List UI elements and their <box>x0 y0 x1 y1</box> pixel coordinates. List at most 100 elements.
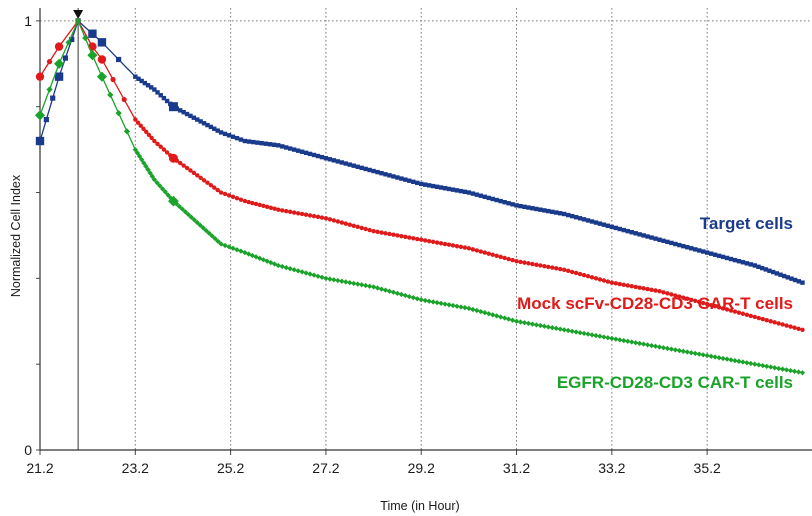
data-point <box>732 357 738 364</box>
data-point <box>458 188 464 194</box>
data-point <box>319 154 325 160</box>
data-point <box>644 342 651 348</box>
data-point <box>759 265 765 271</box>
data-point <box>422 297 428 304</box>
data-point <box>668 346 675 352</box>
data-point <box>534 262 539 267</box>
data-point <box>724 356 730 362</box>
data-point <box>625 228 630 234</box>
data-point <box>498 314 504 320</box>
data-point <box>291 210 297 215</box>
data-point <box>581 330 587 337</box>
data-point <box>764 317 769 323</box>
data-point <box>136 76 141 82</box>
series-label-1: Mock scFv-CD28-CD3 CAR-T cells <box>517 294 793 313</box>
data-point <box>230 245 236 251</box>
y-axis-title: Normalized Cell Index <box>9 174 23 297</box>
data-point <box>276 143 281 148</box>
data-point <box>538 263 543 268</box>
data-point <box>139 78 144 84</box>
data-point <box>343 279 349 285</box>
data-point-large <box>87 50 98 61</box>
data-point <box>185 211 191 218</box>
data-point <box>367 167 372 173</box>
data-point <box>776 365 782 372</box>
data-point <box>181 163 186 168</box>
data-point <box>208 182 214 188</box>
data-point <box>533 322 540 328</box>
data-point <box>577 330 583 336</box>
data-point <box>335 277 341 284</box>
data-point <box>438 185 444 190</box>
data-point <box>331 218 337 223</box>
data-point <box>680 348 686 354</box>
data-point <box>542 208 547 213</box>
data-point <box>613 225 619 231</box>
data-point <box>637 285 642 290</box>
data-point <box>509 317 516 323</box>
data-point <box>514 203 519 208</box>
data-point <box>253 201 259 207</box>
data-point <box>303 270 309 276</box>
data-point <box>355 281 361 287</box>
data-point <box>423 182 428 187</box>
data-point <box>546 208 551 214</box>
data-point <box>454 243 460 249</box>
data-point <box>744 360 750 366</box>
data-point <box>466 190 472 195</box>
data-point <box>116 56 122 63</box>
data-point <box>307 213 313 218</box>
data-point-large <box>54 58 65 69</box>
data-point <box>159 186 166 192</box>
data-point <box>370 284 377 290</box>
data-point <box>280 208 285 213</box>
data-point <box>470 247 476 252</box>
data-point <box>792 325 797 330</box>
data-point <box>501 315 508 321</box>
data-point <box>383 231 388 236</box>
data-point <box>510 257 515 263</box>
data-point <box>494 197 499 203</box>
data-point <box>182 209 188 215</box>
data-point <box>458 244 464 250</box>
tick-labels: 21.2 23.2 25.2 27.2 29.2 31.2 33.2 35.2 0 1 <box>24 13 721 476</box>
data-point <box>708 353 714 359</box>
data-point <box>133 74 138 79</box>
data-point <box>772 365 778 371</box>
data-point <box>378 286 385 292</box>
data-point <box>589 332 595 338</box>
data-point <box>657 289 662 294</box>
data-point <box>657 237 662 242</box>
data-point <box>728 256 734 262</box>
data-point <box>621 227 626 233</box>
data-point <box>513 318 520 324</box>
data-point <box>565 212 571 218</box>
data-point <box>573 214 579 220</box>
data-point <box>676 347 683 354</box>
data-point <box>613 281 619 286</box>
data-point <box>379 171 384 176</box>
data-point <box>621 337 627 344</box>
data-point <box>363 166 368 172</box>
series-line <box>39 19 803 331</box>
data-point <box>218 190 224 195</box>
data-point <box>299 149 305 154</box>
data-point <box>664 345 671 352</box>
data-point <box>147 170 153 176</box>
data-point <box>700 300 706 306</box>
data-point <box>768 319 773 324</box>
data-point <box>399 176 404 181</box>
data-point <box>629 284 634 289</box>
data-point <box>430 183 436 189</box>
data-point <box>315 214 321 220</box>
x-tick-label: 21.2 <box>26 460 53 476</box>
data-point <box>454 303 460 309</box>
data-point <box>395 175 400 180</box>
data-point <box>633 340 639 346</box>
data-point <box>498 254 503 260</box>
data-point <box>276 207 281 212</box>
data-point <box>407 235 412 240</box>
data-point <box>756 315 761 321</box>
data-point <box>110 76 116 83</box>
